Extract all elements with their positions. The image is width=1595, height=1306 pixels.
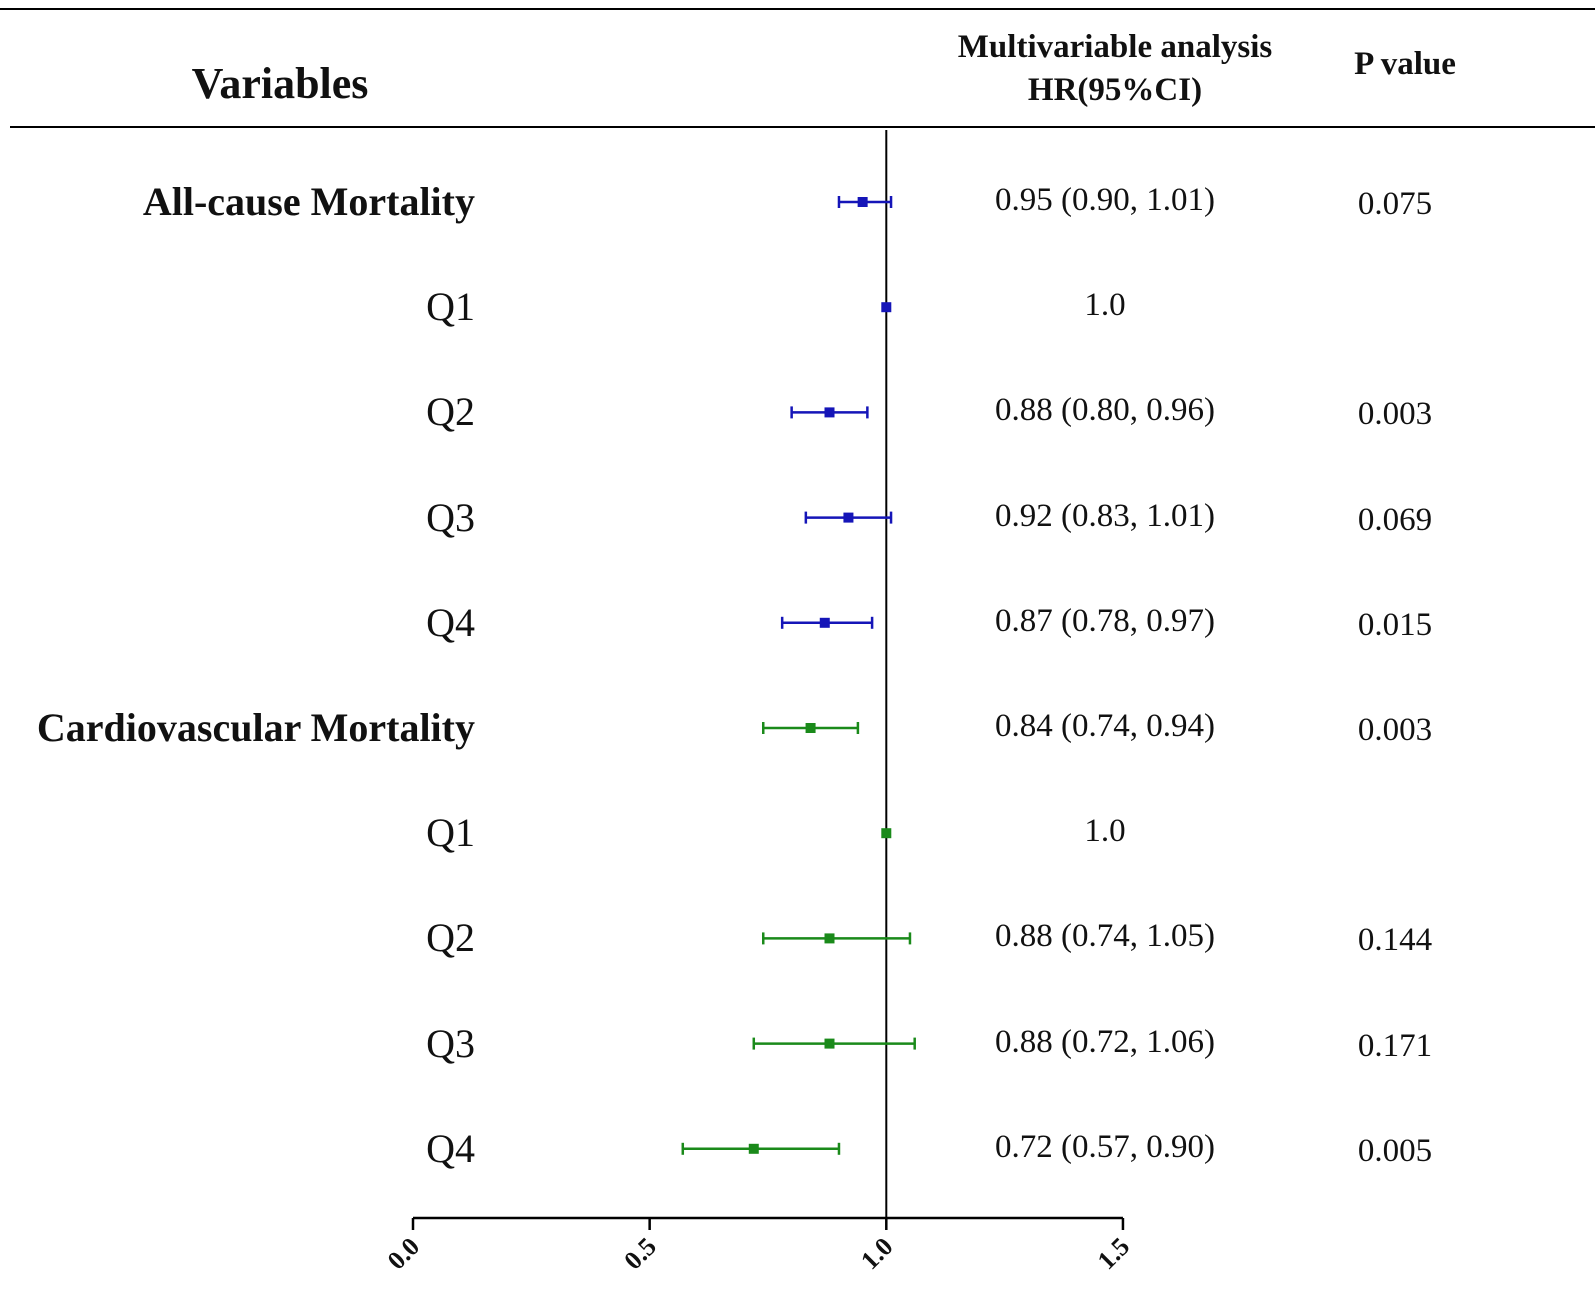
hr-point <box>881 828 892 839</box>
hr-value: 0.88 (0.72, 1.06) <box>995 1023 1215 1060</box>
x-tick-label: 1.5 <box>1092 1232 1135 1275</box>
header-rule <box>10 126 1595 128</box>
quartile-label: Q3 <box>426 494 475 540</box>
p-value: 0.075 <box>1357 186 1433 222</box>
p-value: 0.144 <box>1357 922 1433 959</box>
hr-value: 0.95 (0.90, 1.01) <box>995 182 1215 218</box>
hr-point <box>824 933 835 944</box>
quartile-label: Q3 <box>426 1020 475 1066</box>
hr-point <box>748 1143 759 1154</box>
hr-value: 0.88 (0.80, 0.96) <box>995 392 1215 429</box>
p-value: 0.003 <box>1357 712 1433 748</box>
x-tick-label: 0.0 <box>382 1232 425 1275</box>
quartile-label: Q4 <box>426 599 475 645</box>
x-tick-label: 0.5 <box>618 1232 661 1275</box>
hr-point <box>824 1038 835 1049</box>
hr-point <box>843 512 854 523</box>
hr-point <box>857 197 868 207</box>
hr-point <box>805 723 816 733</box>
hr-header: Multivariable analysis HR(95%CI) <box>930 26 1300 112</box>
p-value: 0.069 <box>1357 501 1433 538</box>
hr-value: 0.84 (0.74, 0.94) <box>995 708 1215 744</box>
hr-value: 1.0 <box>1084 287 1126 324</box>
hr-value: 0.92 (0.83, 1.01) <box>995 497 1215 534</box>
hr-value: 0.88 (0.74, 1.05) <box>995 918 1215 955</box>
quartile-label: Q1 <box>426 284 475 330</box>
x-tick-label: 1.0 <box>855 1232 898 1275</box>
hr-point <box>819 617 830 628</box>
p-value: 0.003 <box>1357 396 1433 433</box>
hr-value: 1.0 <box>1084 813 1126 850</box>
group-label: Cardiovascular Mortality <box>36 705 475 750</box>
hr-value: 0.87 (0.78, 0.97) <box>995 602 1215 639</box>
variables-header: Variables <box>191 59 369 108</box>
hr-header-line1: Multivariable analysis <box>957 29 1273 65</box>
hr-point <box>881 302 892 313</box>
p-value: 0.005 <box>1357 1132 1433 1169</box>
p-value-header: P value <box>1354 46 1456 82</box>
p-value: 0.015 <box>1357 606 1433 643</box>
hr-header-line2: HR(95%CI) <box>1027 72 1203 108</box>
quartile-label: Q4 <box>426 1125 475 1171</box>
quartile-label: Q2 <box>426 389 475 435</box>
top-rule <box>0 8 1595 10</box>
quartile-label: Q1 <box>426 810 475 856</box>
p-value: 0.171 <box>1357 1027 1433 1064</box>
hr-value: 0.72 (0.57, 0.90) <box>995 1128 1215 1165</box>
group-label: All-cause Mortality <box>142 179 475 224</box>
hr-point <box>824 407 835 418</box>
quartile-label: Q2 <box>426 915 475 961</box>
